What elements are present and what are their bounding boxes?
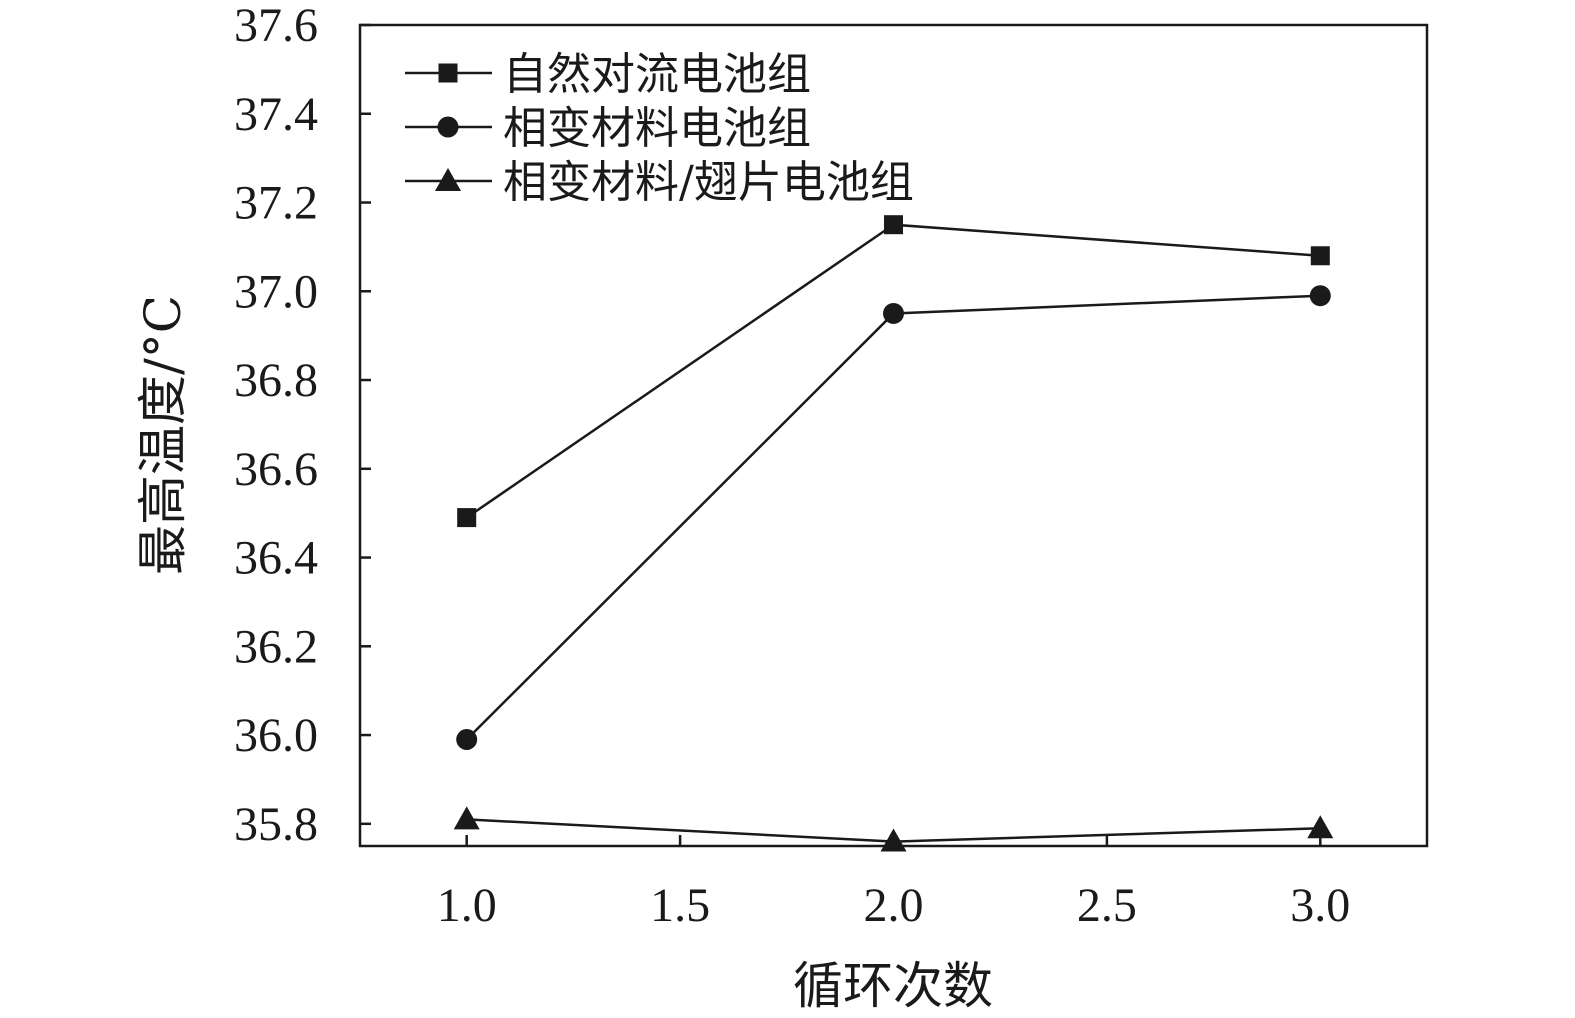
legend-label: 相变材料电池组	[503, 103, 811, 154]
x-tick-label: 2.0	[864, 879, 924, 932]
x-tick-label: 2.5	[1077, 879, 1137, 932]
x-axis-title: 循环次数	[793, 957, 993, 1015]
data-point-square	[1310, 246, 1330, 266]
x-tick-label: 1.0	[437, 879, 497, 932]
y-tick-label: 36.6	[234, 443, 318, 496]
y-tick-label: 37.6	[234, 0, 318, 52]
y-tick-label: 36.4	[234, 532, 318, 585]
y-tick-label: 37.4	[234, 88, 318, 141]
legend-marker-square	[438, 63, 458, 83]
data-point-triangle	[453, 806, 480, 830]
series-line-2	[465, 294, 1321, 741]
data-point-triangle	[1307, 815, 1334, 839]
series-markers	[453, 215, 1334, 852]
legend-label: 相变材料/翅片电池组	[503, 157, 914, 208]
x-tick-label: 1.5	[650, 879, 710, 932]
data-point-triangle	[880, 828, 907, 852]
data-point-circle	[1309, 285, 1331, 307]
y-axis-ticks: 35.8 36.0 36.2 36.4 36.6 36.8 37.0 37.2 37.4 37.6	[234, 0, 371, 851]
series-line-1	[465, 223, 1321, 519]
data-point-square	[457, 508, 477, 528]
y-tick-label: 37.2	[234, 177, 318, 230]
legend-label: 自然对流电池组	[503, 49, 811, 100]
data-point-circle	[456, 728, 478, 750]
x-tick-label: 3.0	[1290, 879, 1350, 932]
legend-marker-circle	[437, 116, 459, 138]
y-tick-label: 37.0	[234, 265, 318, 318]
y-tick-label: 36.2	[234, 620, 318, 673]
data-point-square	[884, 215, 903, 235]
y-tick-label: 35.8	[234, 798, 318, 851]
y-axis-title: 最高温度/°C	[134, 295, 192, 575]
data-point-circle	[883, 302, 904, 324]
legend-marker-triangle	[435, 168, 461, 191]
y-tick-label: 36.0	[234, 709, 318, 762]
y-tick-label: 36.8	[234, 354, 318, 407]
x-axis-ticks: 1.0 1.5 2.0 2.5 3.0	[437, 835, 1350, 932]
